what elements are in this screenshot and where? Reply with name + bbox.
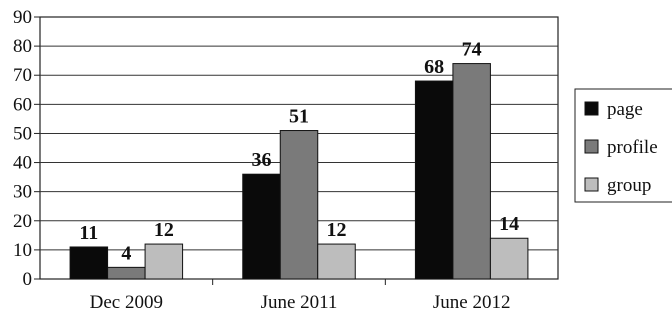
y-tick-label: 90 (13, 7, 32, 28)
y-tick-label: 0 (23, 269, 33, 290)
bar-page (69, 246, 109, 280)
data-label: 74 (462, 39, 482, 61)
data-label: 51 (289, 106, 309, 128)
bar-group (317, 243, 356, 280)
data-label: 4 (121, 242, 131, 264)
y-tick-label: 80 (13, 36, 32, 57)
y-tick-label: 70 (13, 65, 32, 86)
bar-page (414, 80, 454, 280)
y-tick-label: 60 (13, 94, 32, 115)
bar-group (144, 243, 184, 280)
data-labels: 11 4 12 36 51 12 68 74 14 (79, 39, 519, 265)
bar-profile (279, 130, 319, 280)
bar-group (489, 237, 529, 280)
category-label: Dec 2009 (90, 292, 163, 313)
category-label: June 2012 (433, 292, 511, 313)
y-tick-label: 20 (13, 211, 32, 232)
legend-label-group: group (607, 175, 651, 196)
data-label: 14 (499, 213, 519, 235)
legend-swatch-profile (584, 139, 599, 154)
category-label: June 2011 (261, 292, 338, 313)
y-tick-labels: 0 10 20 30 40 50 60 70 80 90 (13, 7, 32, 290)
bar-page (242, 173, 281, 280)
bars (69, 63, 529, 280)
legend-swatch-page (584, 101, 599, 116)
data-label: 11 (79, 222, 98, 244)
legend-label-page: page (607, 99, 643, 120)
bar-profile (452, 63, 491, 280)
legend: page profile group (574, 88, 672, 203)
y-tick-label: 30 (13, 182, 32, 203)
category-labels: Dec 2009 June 2011 June 2012 (90, 292, 511, 313)
data-label: 12 (154, 219, 174, 241)
y-tick-label: 50 (13, 123, 32, 144)
legend-label-profile: profile (607, 137, 658, 158)
y-tick-label: 40 (13, 153, 32, 174)
axes (34, 16, 386, 285)
data-label: 68 (424, 56, 444, 78)
data-label: 36 (252, 149, 272, 171)
legend-swatch-group (584, 177, 599, 192)
y-tick-label: 10 (13, 240, 32, 261)
bar-profile (107, 266, 146, 280)
data-label: 12 (327, 219, 347, 241)
